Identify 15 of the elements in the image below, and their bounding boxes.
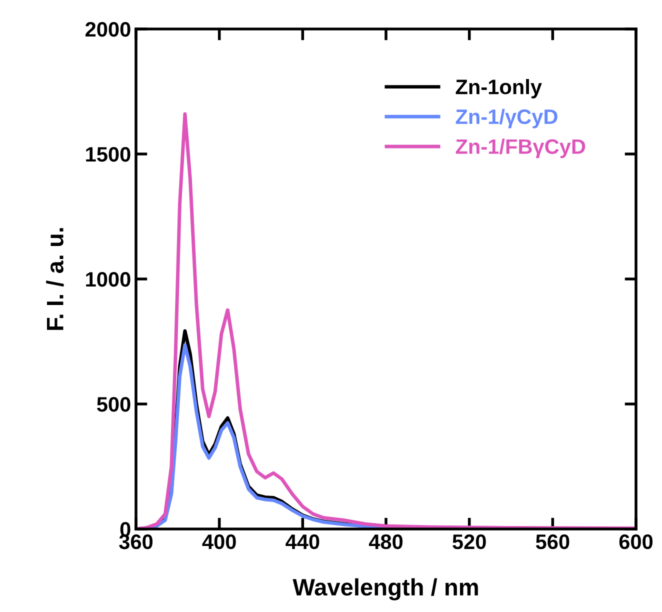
- legend-label: Zn-1only: [456, 79, 542, 98]
- y-axis-title: F. I. / a. u.: [46, 228, 64, 330]
- x-tick-label: 400: [202, 534, 236, 550]
- x-tick-label: 560: [536, 534, 570, 550]
- x-tick-label: 600: [619, 534, 653, 550]
- legend-label: Zn-1/γCyD: [456, 108, 558, 128]
- x-tick-label: 440: [286, 534, 320, 550]
- legend-label: Zn-1/FBγCyD: [456, 138, 586, 158]
- x-tick-label: 480: [368, 534, 403, 550]
- x-axis-title: Wavelength / nm: [292, 578, 478, 600]
- y-tick-label: 1500: [86, 147, 130, 162]
- x-tick-label: 520: [452, 534, 486, 550]
- y-tick-label: 1000: [86, 272, 130, 287]
- y-tick-label: 500: [97, 397, 130, 412]
- y-tick-label: 2000: [86, 22, 130, 37]
